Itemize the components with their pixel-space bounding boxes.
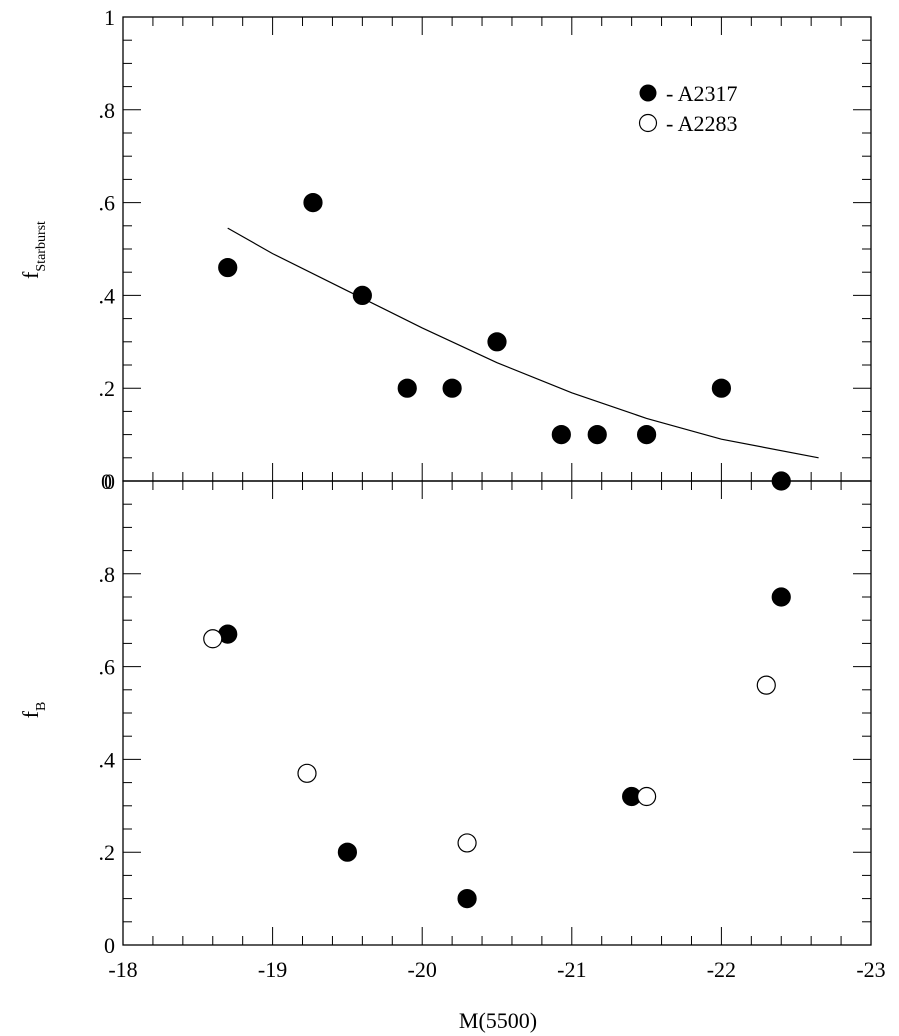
bottom-point-a2283 — [457, 833, 477, 853]
top-y-tick-label: .6 — [99, 191, 116, 216]
x-tick-label: -19 — [258, 957, 287, 982]
bottom-y-tick-label: .2 — [99, 840, 116, 865]
fit-curve-layer — [227, 227, 819, 459]
top-point-a2317 — [551, 425, 571, 445]
top-y-tick-label: .4 — [99, 283, 116, 308]
bottom-point-a2317 — [337, 842, 357, 862]
legend: - A2317 - A2283 — [638, 81, 738, 136]
top-point-a2317 — [352, 285, 372, 305]
bottom-point-a2317 — [457, 888, 477, 909]
bottom-y-tick-label: .6 — [99, 655, 116, 680]
x-tick-label: -20 — [408, 957, 437, 982]
bottom-point-a2283 — [203, 629, 223, 649]
bottom-y-axis-title-main: f — [18, 710, 43, 718]
top-y-axis-title-main: f — [18, 271, 43, 279]
top-point-a2317 — [442, 378, 462, 398]
x-tick-label: -23 — [856, 957, 885, 982]
legend-marker-a2283 — [638, 113, 658, 133]
bottom-point-a2283 — [636, 786, 657, 807]
top-point-a2317 — [587, 425, 607, 445]
x-axis-title: M(5500) — [459, 1008, 537, 1033]
top-point-a2317 — [487, 332, 507, 352]
tick-marks — [122, 16, 872, 946]
top-y-tick-label: 0 — [104, 469, 115, 494]
top-panel-frame — [122, 16, 872, 482]
top-point-a2317 — [636, 425, 657, 445]
bottom-y-tick-label: 0 — [104, 933, 115, 958]
fit-curve — [227, 227, 819, 459]
x-tick-label: -18 — [108, 957, 137, 982]
tick-labels: 0.2.4.6.810.2.4.6.80-18 -19 -20 -21 -22 -23 — [99, 5, 886, 982]
x-tick-label: -22 — [707, 957, 736, 982]
x-tick-label: -21 — [557, 957, 586, 982]
bottom-point-a2283 — [756, 675, 776, 695]
top-point-a2317 — [218, 257, 238, 278]
top-point-a2317 — [303, 193, 323, 213]
bottom-y-axis-title: fB — [18, 702, 49, 719]
bottom-point-a2317 — [771, 587, 791, 607]
legend-marker-a2317 — [639, 84, 657, 102]
top-point-a2317 — [771, 471, 791, 491]
legend-label-a2317: - A2317 — [666, 81, 738, 106]
top-y-axis-title-subscript: Starburst — [34, 221, 49, 272]
top-y-tick-label-extra: 0 — [101, 469, 112, 494]
bottom-y-tick-label: .8 — [99, 562, 116, 587]
top-point-a2317 — [711, 378, 732, 398]
bottom-y-axis-title-subscript: B — [34, 702, 49, 711]
top-y-tick-label: .8 — [99, 98, 116, 123]
data-points — [203, 193, 791, 909]
top-y-axis-title: fStarburst — [18, 221, 49, 279]
legend-label-a2283: - A2283 — [666, 111, 738, 136]
top-point-a2317 — [397, 378, 417, 398]
bottom-point-a2283 — [297, 763, 317, 783]
top-y-tick-label: .2 — [99, 376, 116, 401]
bottom-y-tick-label: .4 — [99, 747, 116, 772]
bottom-panel-frame — [122, 480, 872, 946]
top-y-tick-label: 1 — [104, 5, 115, 30]
plot-frame — [122, 16, 872, 946]
